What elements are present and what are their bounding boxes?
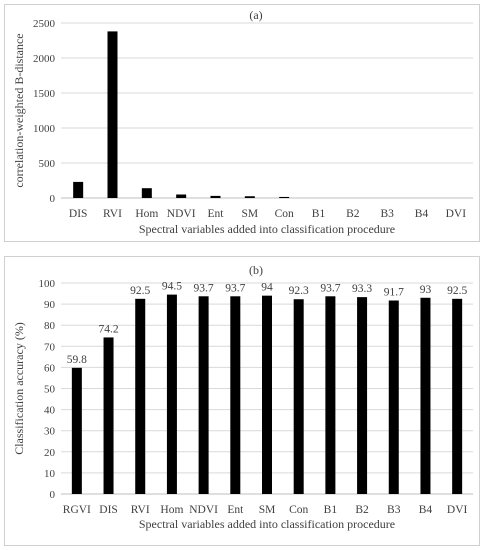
- chart-b-data-label: 94.5: [162, 281, 182, 293]
- chart-b-y-tick-label: 30: [44, 426, 56, 438]
- chart-b-y-tick-label: 20: [44, 447, 56, 459]
- chart-panel-a: (a) 0 500 1000 1500 2000 2500 DIS RVI Hom NDVI Ent S…: [4, 4, 480, 242]
- chart-b-data-label: 93.7: [320, 282, 340, 294]
- chart-b-y-tick-label: 0: [50, 489, 56, 501]
- chart-b-data-label: 92.3: [289, 285, 309, 297]
- chart-a-svg: (a) 0 500 1000 1500 2000 2500 DIS RVI Hom NDVI Ent S…: [12, 8, 473, 236]
- chart-b-data-label: 59.8: [67, 354, 87, 366]
- chart-b-data-label: 93.7: [225, 282, 245, 294]
- chart-b-y-axis-title: Classification accuracy (%): [12, 322, 26, 455]
- chart-a-x-tick-label: DVI: [446, 208, 467, 220]
- chart-b-y-tick-label: 80: [44, 320, 56, 332]
- chart-b-bar-rgvi: [71, 367, 82, 494]
- chart-b-x-tick-label: RGVI: [63, 504, 91, 516]
- chart-a-x-axis-title: Spectral variables added into classifica…: [139, 222, 395, 236]
- chart-b-svg: (b) 0 10 20 30 40 50 60 70 80 90 100 RGVI 59.8 DIS 74.2…: [12, 263, 473, 531]
- chart-a-x-tick-label: NDVI: [167, 208, 196, 220]
- chart-b-x-tick-label: Ent: [227, 504, 244, 516]
- chart-b-bar-b3: [388, 300, 399, 494]
- chart-b-x-tick-label: B3: [387, 504, 401, 516]
- chart-b-y-tick-label: 60: [44, 362, 56, 374]
- chart-a-bar-dis: [73, 181, 84, 198]
- chart-b-y-tick-label: 40: [44, 405, 56, 417]
- chart-b-bar-dvi: [452, 298, 463, 494]
- chart-a-bar-hom: [141, 188, 152, 198]
- chart-b-bar-sm: [262, 295, 272, 494]
- chart-b-data-label: 93.7: [194, 282, 214, 294]
- chart-a-x-tick-label: RVI: [103, 208, 122, 220]
- chart-b-bar-con: [293, 299, 304, 494]
- chart-b-y-tick-label: 50: [44, 384, 56, 396]
- chart-a-x-tick-label: SM: [242, 208, 259, 220]
- chart-a-y-tick-label: 1000: [33, 123, 56, 135]
- chart-a-x-tick-label: Ent: [208, 208, 225, 220]
- chart-a-x-tick-label: B4: [415, 208, 429, 220]
- chart-a-x-tick-label: B2: [346, 208, 360, 220]
- chart-b-y-tick-label: 100: [39, 278, 56, 290]
- chart-b-bar-ent: [230, 296, 241, 494]
- chart-a-bar-rvi: [107, 31, 118, 199]
- chart-a-bar-ndvi: [176, 194, 187, 198]
- chart-b-bar-hom: [166, 294, 177, 494]
- chart-b-x-tick-label: B4: [419, 504, 433, 516]
- chart-b-bar-b4: [420, 297, 431, 494]
- chart-b-data-label: 91.7: [384, 287, 404, 299]
- chart-b-y-tick-label: 90: [44, 299, 56, 311]
- chart-b-x-tick-label: DVI: [447, 504, 468, 516]
- chart-a-y-tick-label: 1500: [33, 88, 56, 100]
- chart-a-y-tick-label: 2000: [33, 53, 56, 65]
- chart-a-x-tick-label: B3: [380, 208, 394, 220]
- chart-b-data-label: 92.5: [447, 285, 467, 297]
- chart-b-y-tick-label: 10: [44, 468, 56, 480]
- chart-b-bar-b2: [357, 297, 368, 494]
- chart-b-x-tick-label: SM: [259, 504, 276, 516]
- chart-b-x-tick-label: Con: [289, 504, 308, 516]
- chart-a-bar-ent: [210, 195, 221, 198]
- chart-b-bar-rvi: [135, 298, 146, 494]
- chart-b-data-label: 74.2: [98, 323, 118, 335]
- chart-b-bar-dis: [103, 337, 114, 494]
- chart-b-data-label: 93: [420, 284, 432, 296]
- chart-b-x-tick-label: NDVI: [189, 504, 218, 516]
- chart-b-x-tick-label: B2: [355, 504, 369, 516]
- chart-b-x-tick-label: Hom: [160, 504, 183, 516]
- chart-a-x-tick-label: Con: [275, 208, 294, 220]
- chart-a-y-tick-label: 2500: [33, 18, 56, 30]
- chart-b-data-label: 92.5: [130, 285, 150, 297]
- chart-a-x-tick-label: Hom: [135, 208, 158, 220]
- chart-a-y-axis-title: correlation-weighted B-distance: [12, 33, 26, 187]
- chart-a-y-tick-label: 500: [39, 158, 56, 170]
- chart-b-data-label: 93.3: [352, 283, 372, 295]
- chart-a-x-tick-label: DIS: [69, 208, 88, 220]
- chart-b-x-tick-label: B1: [324, 504, 338, 516]
- chart-b-x-tick-label: DIS: [99, 504, 118, 516]
- chart-b-x-tick-label: RVI: [131, 504, 150, 516]
- chart-b-x-axis-title: Spectral variables added into classifica…: [139, 517, 395, 531]
- chart-b-y-tick-label: 70: [44, 341, 56, 353]
- chart-a-panel-label: (a): [249, 8, 262, 22]
- chart-a-y-tick-label: 0: [50, 193, 56, 205]
- chart-a-bar-sm: [244, 196, 255, 198]
- chart-b-bar-b1: [325, 296, 336, 494]
- chart-b-data-label: 94: [261, 282, 273, 294]
- chart-a-bar-con: [279, 196, 290, 198]
- chart-b-panel-label: (b): [249, 263, 263, 277]
- chart-panel-b: (b) 0 10 20 30 40 50 60 70 80 90 100 RGVI 59.8 DIS 74.2…: [4, 256, 480, 546]
- chart-a-x-tick-label: B1: [312, 208, 326, 220]
- chart-b-bar-ndvi: [198, 296, 209, 494]
